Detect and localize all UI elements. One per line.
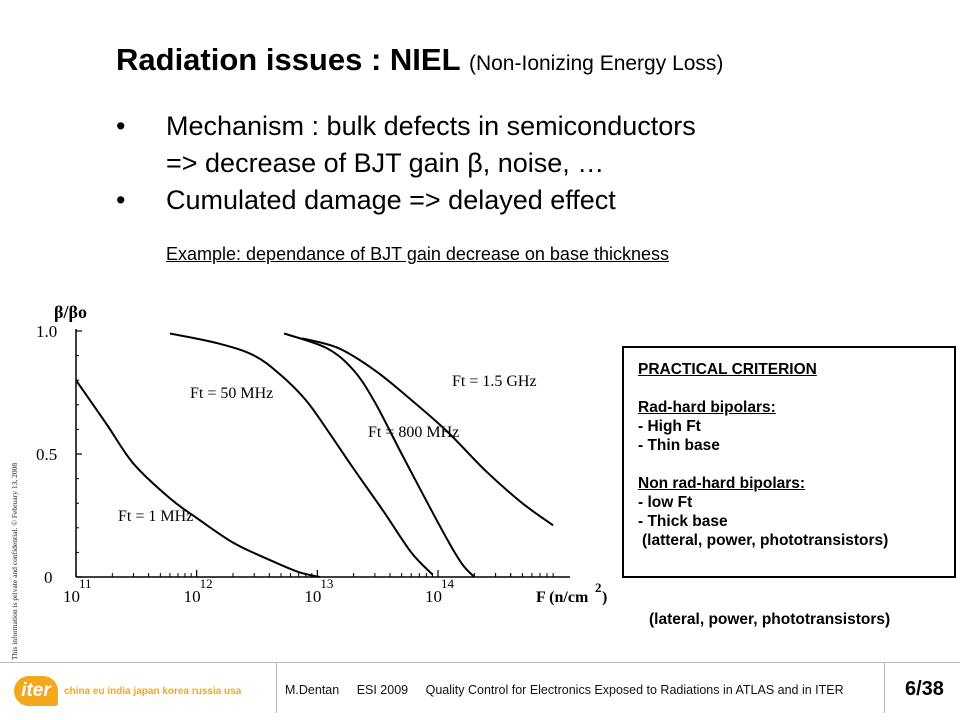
- criterion-title: PRACTICAL CRITERION: [638, 361, 817, 378]
- bullet-list: • Mechanism : bulk defects in semiconduc…: [116, 108, 696, 219]
- x-tick-exponent: 12: [200, 576, 213, 591]
- footer-author: M.Dentan: [285, 683, 340, 697]
- footer-separator: [884, 663, 885, 713]
- nonradhard-item: - low Ft: [638, 494, 693, 511]
- bullet-item: • Cumulated damage => delayed effect: [116, 182, 696, 219]
- bullet-text: Cumulated damage => delayed effect: [166, 185, 616, 215]
- slide-title: Radiation issues : NIEL (Non-Ionizing En…: [116, 42, 723, 78]
- practical-criterion-box: PRACTICAL CRITERION Rad-hard bipolars: -…: [622, 346, 956, 578]
- x-axis-label-tail: ): [602, 589, 607, 606]
- bullet-text: Mechanism : bulk defects in semiconducto…: [166, 111, 696, 141]
- chart-curves: [75, 332, 554, 578]
- series-label: Ft = 50 MHz: [190, 385, 273, 402]
- bullet-continuation: => decrease of BJT gain β, noise, …: [166, 148, 605, 178]
- page-number: 6/38: [905, 678, 944, 700]
- x-axis-label-exponent: 2: [595, 580, 602, 595]
- x-tick-exponent: 11: [79, 576, 92, 591]
- nonradhard-item: - Thick base: [638, 513, 728, 530]
- radhard-item: - Thin base: [638, 437, 720, 454]
- x-tick-exponent: 13: [320, 576, 333, 591]
- bullet-marker: •: [116, 111, 126, 141]
- nonradhard-note: (latteral, power, phototransistors): [642, 532, 889, 549]
- x-tick-label: 10: [304, 587, 321, 606]
- title-main: Radiation issues : NIEL: [116, 42, 461, 77]
- radhard-item: - High Ft: [638, 418, 701, 435]
- nonradhard-heading: Non rad-hard bipolars:: [638, 475, 806, 492]
- criterion-footnote: (lateral, power, phototransistors): [649, 611, 891, 628]
- iter-logo-mark: iter: [14, 676, 58, 706]
- x-tick-label: 10: [425, 587, 442, 606]
- x-tick-exponent: 14: [441, 576, 455, 591]
- footer-divider-line: [0, 662, 960, 663]
- series-label: Ft = 800 MHz: [368, 424, 459, 441]
- x-axis-label: F (n/cm: [536, 589, 589, 606]
- chart-axes: [75, 329, 570, 578]
- iter-logo-tagline: china eu india japan korea russia usa: [64, 685, 242, 697]
- title-subtitle: (Non-Ionizing Energy Loss): [468, 52, 724, 75]
- example-caption: Example: dependance of BJT gain decrease…: [166, 244, 669, 264]
- radhard-heading: Rad-hard bipolars:: [638, 399, 776, 416]
- footer-separator: [276, 663, 277, 713]
- footer-talk-title: Quality Control for Electronics Exposed …: [425, 683, 844, 697]
- iter-logo: iter china eu india japan korea russia u…: [14, 676, 241, 706]
- series-line: [169, 332, 434, 576]
- footer-info: M.Dentan ESI 2009 Quality Control for El…: [285, 683, 858, 697]
- bullet-marker: •: [116, 185, 126, 215]
- y-tick-label: 0.5: [36, 445, 57, 464]
- series-line: [283, 332, 476, 578]
- y-tick-label: 1.0: [36, 322, 57, 341]
- y-axis-label: β/βo: [54, 302, 87, 322]
- series-label: Ft = 1.5 GHz: [452, 373, 537, 390]
- x-tick-label: 10: [184, 587, 201, 606]
- y-tick-label: 0: [44, 568, 53, 587]
- x-tick-label: 10: [63, 587, 80, 606]
- series-line: [302, 337, 554, 527]
- series-label: Ft = 1 MHz: [118, 508, 193, 525]
- footer-event: ESI 2009: [356, 683, 409, 697]
- bullet-item: • Mechanism : bulk defects in semiconduc…: [116, 108, 696, 145]
- series-line: [75, 379, 321, 578]
